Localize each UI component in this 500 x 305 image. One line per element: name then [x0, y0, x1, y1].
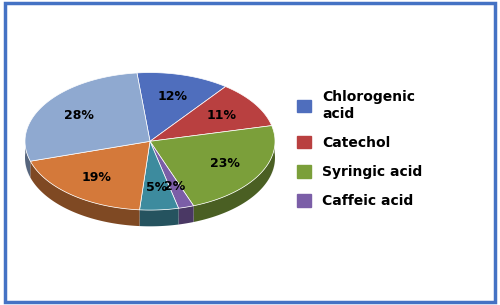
Text: 28%: 28%: [64, 109, 94, 122]
Text: 19%: 19%: [82, 171, 112, 184]
Polygon shape: [30, 141, 150, 210]
Polygon shape: [150, 87, 272, 141]
Polygon shape: [30, 161, 140, 226]
Polygon shape: [25, 73, 150, 161]
Polygon shape: [140, 141, 178, 210]
Legend: Chlorogenic
acid, Catechol, Syringic acid, Caffeic acid: Chlorogenic acid, Catechol, Syringic aci…: [297, 91, 422, 208]
Text: 23%: 23%: [210, 157, 240, 170]
Polygon shape: [150, 126, 275, 206]
Polygon shape: [150, 141, 194, 208]
Polygon shape: [25, 137, 30, 178]
Polygon shape: [137, 73, 226, 141]
Text: 11%: 11%: [206, 109, 236, 122]
Text: 12%: 12%: [158, 90, 188, 103]
Text: 2%: 2%: [164, 180, 185, 192]
Polygon shape: [194, 136, 275, 222]
Text: 5%: 5%: [146, 181, 167, 195]
Polygon shape: [140, 208, 178, 226]
Polygon shape: [178, 206, 194, 224]
Ellipse shape: [25, 103, 275, 220]
